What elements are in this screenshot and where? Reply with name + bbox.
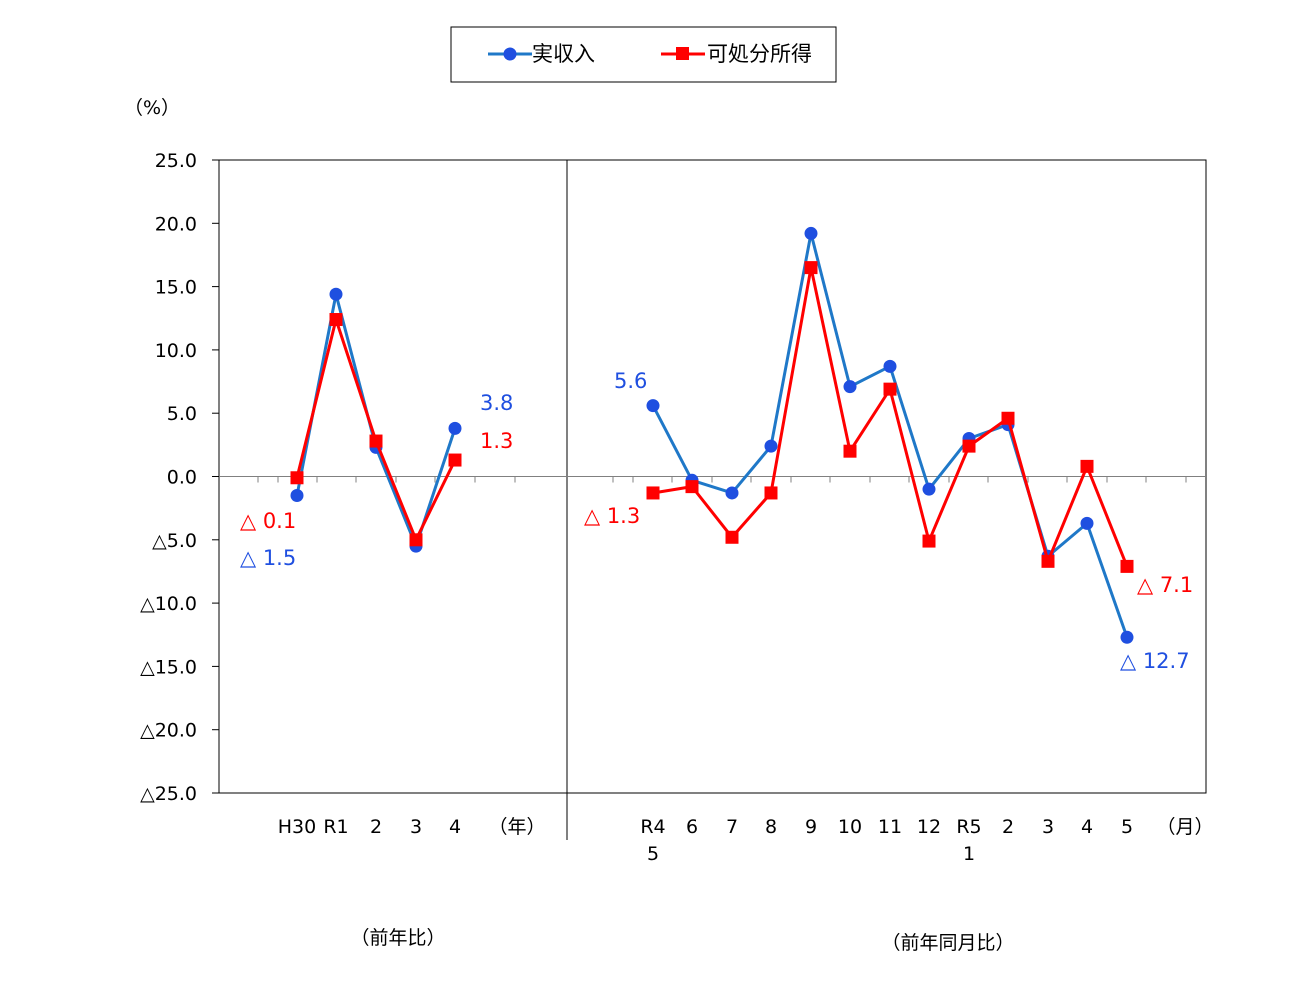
x-tick-label-annual: 3 bbox=[410, 816, 422, 838]
annotation-monthly-disposable-r5-5: △ 7.1 bbox=[1137, 573, 1193, 597]
legend-label-income: 実収入 bbox=[532, 42, 595, 66]
x-tick-label-annual: H30 bbox=[278, 816, 316, 838]
monthly-disposable-point bbox=[804, 261, 818, 275]
y-tick-label: △5.0 bbox=[152, 530, 197, 552]
monthly-disposable-point bbox=[843, 444, 857, 458]
y-axis: 25.0 20.0 15.0 10.0 5.0 0.0 △5.0 △10.0 △15.0 △20.… bbox=[140, 150, 219, 805]
annual-group-label: （前年比） bbox=[350, 927, 445, 949]
monthly-series-group bbox=[646, 261, 1134, 573]
monthly-group-label: （前年同月比） bbox=[881, 932, 1014, 954]
y-tick-label: 15.0 bbox=[155, 277, 197, 299]
monthly-unit-label: （月） bbox=[1156, 816, 1213, 838]
annotation-monthly-income-r5-5: △ 12.7 bbox=[1120, 649, 1190, 673]
annotations: △ 0.1 △ 1.5 3.8 1.3 5.6 △ 1.3 △ 7.1 △ 12… bbox=[240, 369, 1193, 673]
y-tick-label: △15.0 bbox=[140, 656, 197, 678]
monthly-income-point bbox=[646, 399, 660, 413]
x-tick-label-monthly: 5 bbox=[1121, 816, 1133, 838]
x-tick-sublabel-monthly: 1 bbox=[963, 843, 975, 865]
monthly-disposable-point bbox=[1001, 411, 1015, 425]
annual-unit-label: （年） bbox=[488, 816, 545, 838]
annual-series-group bbox=[290, 287, 462, 553]
x-tick-label-monthly: 2 bbox=[1002, 816, 1014, 838]
monthly-disposable-point bbox=[646, 486, 660, 500]
monthly-disposable-point bbox=[883, 382, 897, 396]
annotation-annual-disposable-r4: 1.3 bbox=[480, 429, 513, 453]
annotation-annual-disposable-h30: △ 0.1 bbox=[240, 509, 296, 533]
annual-income-point bbox=[448, 421, 462, 435]
monthly-income-point bbox=[1080, 516, 1094, 530]
monthly-income-point bbox=[804, 226, 818, 240]
monthly-disposable-point bbox=[685, 480, 699, 494]
x-tick-label-monthly: R5 bbox=[956, 816, 981, 838]
zero-line bbox=[219, 476, 1206, 483]
annual-disposable-point bbox=[369, 434, 383, 448]
annual-income-point bbox=[329, 287, 343, 301]
x-tick-label-monthly: 7 bbox=[726, 816, 738, 838]
y-tick-label: 20.0 bbox=[155, 213, 197, 235]
x-tick-label-monthly: 10 bbox=[838, 816, 862, 838]
monthly-income-point bbox=[883, 359, 897, 373]
y-tick-label: 25.0 bbox=[155, 150, 197, 172]
monthly-income-point bbox=[725, 486, 739, 500]
monthly-disposable-point bbox=[725, 530, 739, 544]
monthly-income-point bbox=[843, 380, 857, 394]
x-tick-label-monthly: 12 bbox=[917, 816, 941, 838]
x-tick-label-monthly: 6 bbox=[686, 816, 698, 838]
annual-series-group bbox=[290, 313, 462, 547]
monthly-series-group bbox=[646, 226, 1134, 644]
x-tick-label-monthly: 9 bbox=[805, 816, 817, 838]
legend-marker-disposable bbox=[676, 47, 689, 60]
legend-marker-income bbox=[503, 47, 517, 61]
y-unit-label: （%） bbox=[124, 97, 180, 119]
monthly-disposable-point bbox=[1041, 554, 1055, 568]
legend: 実収入 可処分所得 bbox=[450, 26, 837, 83]
monthly-disposable-point bbox=[764, 486, 778, 500]
series-layer bbox=[290, 226, 1134, 644]
annotation-monthly-disposable-r4-5: △ 1.3 bbox=[584, 504, 640, 528]
x-tick-label-monthly: 11 bbox=[878, 816, 902, 838]
y-tick-label: △10.0 bbox=[140, 593, 197, 615]
monthly-income-point bbox=[1120, 630, 1134, 644]
annual-disposable-line bbox=[295, 318, 457, 542]
x-tick-label-monthly: R4 bbox=[640, 816, 665, 838]
y-tick-label: △25.0 bbox=[140, 783, 197, 805]
x-tick-label-monthly: 3 bbox=[1042, 816, 1054, 838]
x-tick-label-monthly: 8 bbox=[765, 816, 777, 838]
monthly-disposable-point bbox=[922, 534, 936, 548]
y-tick-label: 10.0 bbox=[155, 340, 197, 362]
x-tick-label-annual: 4 bbox=[449, 816, 461, 838]
annual-disposable-point bbox=[329, 313, 343, 327]
y-tick-label: △20.0 bbox=[140, 720, 197, 742]
y-tick-label: 5.0 bbox=[167, 403, 197, 425]
legend-label-disposable: 可処分所得 bbox=[707, 42, 812, 66]
monthly-disposable-line bbox=[652, 266, 1129, 567]
annual-disposable-point bbox=[448, 453, 462, 467]
monthly-income-point bbox=[922, 482, 936, 496]
annotation-annual-income-h30: △ 1.5 bbox=[240, 546, 296, 570]
monthly-disposable-point bbox=[1120, 559, 1134, 573]
monthly-income-point bbox=[764, 439, 778, 453]
monthly-income-line bbox=[651, 231, 1129, 638]
annotation-monthly-income-r4-5: 5.6 bbox=[614, 369, 647, 393]
monthly-disposable-point bbox=[962, 439, 976, 453]
monthly-disposable-point bbox=[1080, 459, 1094, 473]
y-tick-label: 0.0 bbox=[167, 467, 197, 489]
x-tick-label-annual: R1 bbox=[323, 816, 348, 838]
annual-disposable-point bbox=[290, 471, 304, 485]
annual-disposable-point bbox=[409, 533, 423, 547]
x-tick-sublabel-monthly: 5 bbox=[647, 843, 659, 865]
annotation-annual-income-r4: 3.8 bbox=[480, 391, 513, 415]
x-tick-label-annual: 2 bbox=[370, 816, 382, 838]
annual-income-point bbox=[290, 488, 304, 502]
x-tick-label-monthly: 4 bbox=[1081, 816, 1093, 838]
